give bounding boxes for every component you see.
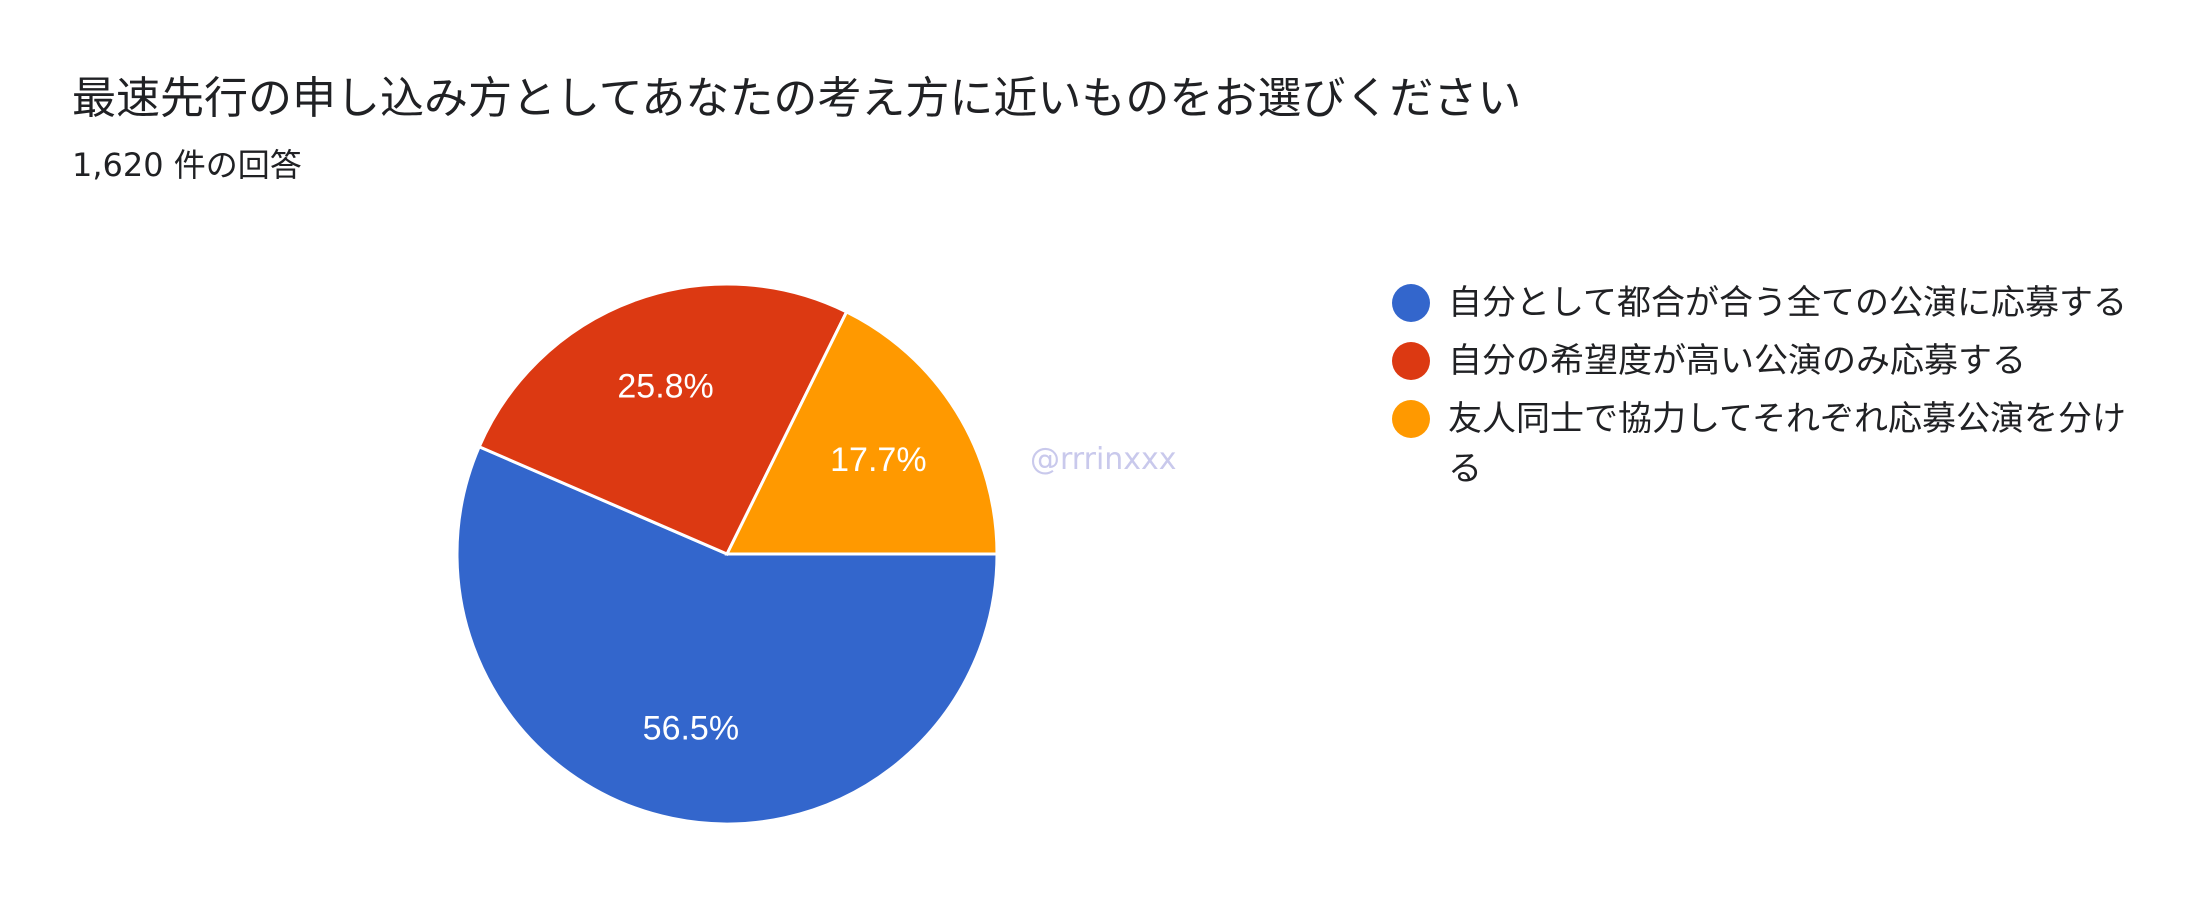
- legend-label: 友人同士で協力してそれぞれ応募公演を分ける: [1448, 399, 2126, 489]
- chart-title: 最速先行の申し込み方としてあなたの考え方に近いものをお選びください: [72, 73, 1522, 124]
- slice-percent-label: 56.5%: [643, 709, 739, 747]
- pie-slice[interactable]: [724, 309, 999, 556]
- legend-swatch: [1392, 342, 1430, 380]
- pie-slice[interactable]: [455, 444, 999, 826]
- legend-swatch: [1392, 400, 1430, 438]
- response-count: 1,620 件の回答: [72, 146, 302, 184]
- legend-swatch: [1392, 284, 1430, 322]
- legend-label: 自分の希望度が高い公演のみ応募する: [1448, 341, 2026, 381]
- watermark: @rrrinxxx: [1030, 442, 1177, 477]
- slice-percent-label: 17.7%: [830, 441, 926, 479]
- pie-slice[interactable]: [477, 282, 849, 556]
- legend-item[interactable]: 自分として都合が合う全ての公演に応募する: [1392, 278, 2152, 328]
- slice-percent-label: 25.8%: [617, 368, 713, 406]
- legend: 自分として都合が合う全ての公演に応募する 自分の希望度が高い公演のみ応募する 友…: [1392, 278, 2152, 502]
- legend-item[interactable]: 自分の希望度が高い公演のみ応募する: [1392, 336, 2152, 386]
- legend-label: 自分として都合が合う全ての公演に応募する: [1448, 283, 2127, 323]
- legend-item[interactable]: 友人同士で協力してそれぞれ応募公演を分ける: [1392, 394, 2152, 494]
